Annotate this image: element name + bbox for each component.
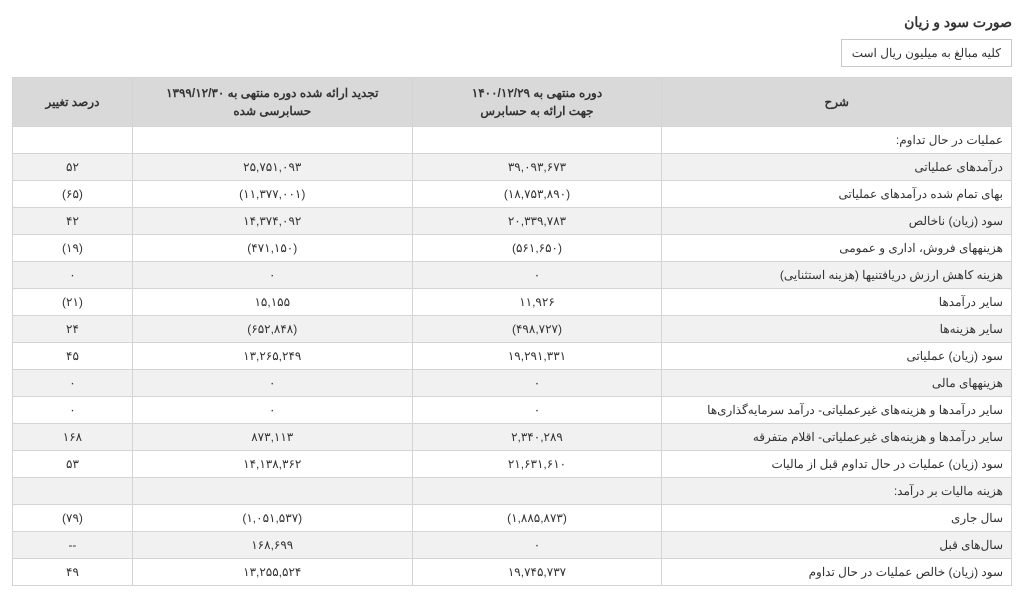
cell-change: (۷۹) bbox=[13, 505, 133, 532]
table-row: هزینه کاهش ارزش دریافتنی‏ها (هزینه استثن… bbox=[13, 262, 1012, 289]
cell-current: ۱۱,۹۲۶ bbox=[412, 289, 662, 316]
cell-previous: ۱۴,۳۷۴,۰۹۲ bbox=[132, 208, 412, 235]
cell-change: (۶۵) bbox=[13, 181, 133, 208]
table-header-row: شرح دوره منتهی به ۱۴۰۰/۱۲/۲۹جهت ارائه به… bbox=[13, 78, 1012, 127]
cell-current: ۱۹,۷۴۵,۷۳۷ bbox=[412, 559, 662, 586]
cell-current: ۰ bbox=[412, 532, 662, 559]
cell-desc: هزینه‏های فروش، اداری و عمومی bbox=[662, 235, 1012, 262]
cell-previous: ۱۵,۱۵۵ bbox=[132, 289, 412, 316]
cell-desc: سود (زیان) عملیاتی bbox=[662, 343, 1012, 370]
cell-change bbox=[13, 478, 133, 505]
table-row: سایر هزینه‌ها(۴۹۸,۷۲۷)(۶۵۲,۸۴۸)۲۴ bbox=[13, 316, 1012, 343]
currency-note: کلیه مبالغ به میلیون ریال است bbox=[841, 39, 1012, 67]
cell-change: -- bbox=[13, 532, 133, 559]
cell-change: ۰ bbox=[13, 262, 133, 289]
cell-desc: هزینه‏های مالی bbox=[662, 370, 1012, 397]
cell-desc: سود (زیان) ناخالص bbox=[662, 208, 1012, 235]
cell-previous: ۱۳,۲۶۵,۲۴۹ bbox=[132, 343, 412, 370]
table-row: سود (زیان) خالص عملیات در حال تداوم۱۹,۷۴… bbox=[13, 559, 1012, 586]
cell-change: (۱۹) bbox=[13, 235, 133, 262]
cell-current: ۲۱,۶۳۱,۶۱۰ bbox=[412, 451, 662, 478]
cell-previous: (۶۵۲,۸۴۸) bbox=[132, 316, 412, 343]
cell-previous: ۱۴,۱۳۸,۳۶۲ bbox=[132, 451, 412, 478]
cell-previous bbox=[132, 127, 412, 154]
cell-change: ۴۲ bbox=[13, 208, 133, 235]
cell-previous: (۱۱,۳۷۷,۰۰۱) bbox=[132, 181, 412, 208]
cell-change: ۲۴ bbox=[13, 316, 133, 343]
cell-change: ۵۳ bbox=[13, 451, 133, 478]
income-statement-table: شرح دوره منتهی به ۱۴۰۰/۱۲/۲۹جهت ارائه به… bbox=[12, 77, 1012, 586]
cell-desc: سایر درآمد‌ها bbox=[662, 289, 1012, 316]
table-row: سایر درآمد‌ها۱۱,۹۲۶۱۵,۱۵۵(۲۱) bbox=[13, 289, 1012, 316]
cell-desc: سایر درآمدها و هزینه‌های غیرعملیاتی- اقل… bbox=[662, 424, 1012, 451]
cell-previous: ۸۷۳,۱۱۳ bbox=[132, 424, 412, 451]
cell-current: (۱,۸۸۵,۸۷۳) bbox=[412, 505, 662, 532]
cell-previous: (۴۷۱,۱۵۰) bbox=[132, 235, 412, 262]
table-row: سایر درآمدها و هزینه‌های غیرعملیاتی- درآ… bbox=[13, 397, 1012, 424]
table-row: سال جاری(۱,۸۸۵,۸۷۳)(۱,۰۵۱,۵۳۷)(۷۹) bbox=[13, 505, 1012, 532]
cell-previous: ۱۳,۲۵۵,۵۲۴ bbox=[132, 559, 412, 586]
cell-current: ۰ bbox=[412, 397, 662, 424]
table-row: سایر درآمدها و هزینه‌های غیرعملیاتی- اقل… bbox=[13, 424, 1012, 451]
cell-current: ۲۰,۳۳۹,۷۸۳ bbox=[412, 208, 662, 235]
cell-change: ۴۵ bbox=[13, 343, 133, 370]
cell-previous: ۰ bbox=[132, 370, 412, 397]
cell-current: (۴۹۸,۷۲۷) bbox=[412, 316, 662, 343]
cell-desc: سال جاری bbox=[662, 505, 1012, 532]
cell-desc: سایر هزینه‌ها bbox=[662, 316, 1012, 343]
col-current: دوره منتهی به ۱۴۰۰/۱۲/۲۹جهت ارائه به حسا… bbox=[412, 78, 662, 127]
cell-change: ۰ bbox=[13, 370, 133, 397]
cell-desc: هزینه کاهش ارزش دریافتنی‏ها (هزینه استثن… bbox=[662, 262, 1012, 289]
cell-previous bbox=[132, 478, 412, 505]
cell-change bbox=[13, 127, 133, 154]
table-row: درآمدهای عملیاتی۳۹,۰۹۳,۶۷۳۲۵,۷۵۱,۰۹۳۵۲ bbox=[13, 154, 1012, 181]
cell-desc: سال‌های قبل bbox=[662, 532, 1012, 559]
col-change: درصد تغییر bbox=[13, 78, 133, 127]
cell-current: (۵۶۱,۶۵۰) bbox=[412, 235, 662, 262]
col-desc: شرح bbox=[662, 78, 1012, 127]
col-previous: تجدید ارائه شده دوره منتهی به ۱۳۹۹/۱۲/۳۰… bbox=[132, 78, 412, 127]
cell-current: ۰ bbox=[412, 262, 662, 289]
cell-previous: (۱,۰۵۱,۵۳۷) bbox=[132, 505, 412, 532]
table-row: هزینه مالیات بر درآمد: bbox=[13, 478, 1012, 505]
cell-change: ۵۲ bbox=[13, 154, 133, 181]
table-row: هزینه‏های فروش، اداری و عمومی(۵۶۱,۶۵۰)(۴… bbox=[13, 235, 1012, 262]
cell-desc: عملیات در حال تداوم: bbox=[662, 127, 1012, 154]
cell-current: ۰ bbox=[412, 370, 662, 397]
cell-current bbox=[412, 127, 662, 154]
cell-current bbox=[412, 478, 662, 505]
table-row: سود (زیان) ناخالص۲۰,۳۳۹,۷۸۳۱۴,۳۷۴,۰۹۲۴۲ bbox=[13, 208, 1012, 235]
cell-change: (۲۱) bbox=[13, 289, 133, 316]
cell-previous: ۰ bbox=[132, 397, 412, 424]
table-row: سال‌های قبل۰۱۶۸,۶۹۹-- bbox=[13, 532, 1012, 559]
table-row: بهای تمام شده درآمدهای عملیاتی(۱۸,۷۵۳,۸۹… bbox=[13, 181, 1012, 208]
cell-desc: بهای تمام شده درآمدهای عملیاتی bbox=[662, 181, 1012, 208]
table-row: سود (زیان) عملیات در حال تداوم قبل از ما… bbox=[13, 451, 1012, 478]
cell-current: ۱۹,۲۹۱,۳۳۱ bbox=[412, 343, 662, 370]
cell-desc: هزینه مالیات بر درآمد: bbox=[662, 478, 1012, 505]
cell-desc: سود (زیان) عملیات در حال تداوم قبل از ما… bbox=[662, 451, 1012, 478]
cell-change: ۱۶۸ bbox=[13, 424, 133, 451]
cell-current: ۲,۳۴۰,۲۸۹ bbox=[412, 424, 662, 451]
table-row: سود (زیان) عملیاتی۱۹,۲۹۱,۳۳۱۱۳,۲۶۵,۲۴۹۴۵ bbox=[13, 343, 1012, 370]
cell-change: ۴۹ bbox=[13, 559, 133, 586]
cell-desc: سایر درآمدها و هزینه‌های غیرعملیاتی- درآ… bbox=[662, 397, 1012, 424]
page-title: صورت سود و زیان bbox=[12, 14, 1012, 31]
cell-previous: ۰ bbox=[132, 262, 412, 289]
table-row: عملیات در حال تداوم: bbox=[13, 127, 1012, 154]
table-row: هزینه‏های مالی۰۰۰ bbox=[13, 370, 1012, 397]
cell-previous: ۲۵,۷۵۱,۰۹۳ bbox=[132, 154, 412, 181]
cell-current: (۱۸,۷۵۳,۸۹۰) bbox=[412, 181, 662, 208]
cell-previous: ۱۶۸,۶۹۹ bbox=[132, 532, 412, 559]
cell-desc: سود (زیان) خالص عملیات در حال تداوم bbox=[662, 559, 1012, 586]
cell-desc: درآمدهای عملیاتی bbox=[662, 154, 1012, 181]
cell-current: ۳۹,۰۹۳,۶۷۳ bbox=[412, 154, 662, 181]
cell-change: ۰ bbox=[13, 397, 133, 424]
